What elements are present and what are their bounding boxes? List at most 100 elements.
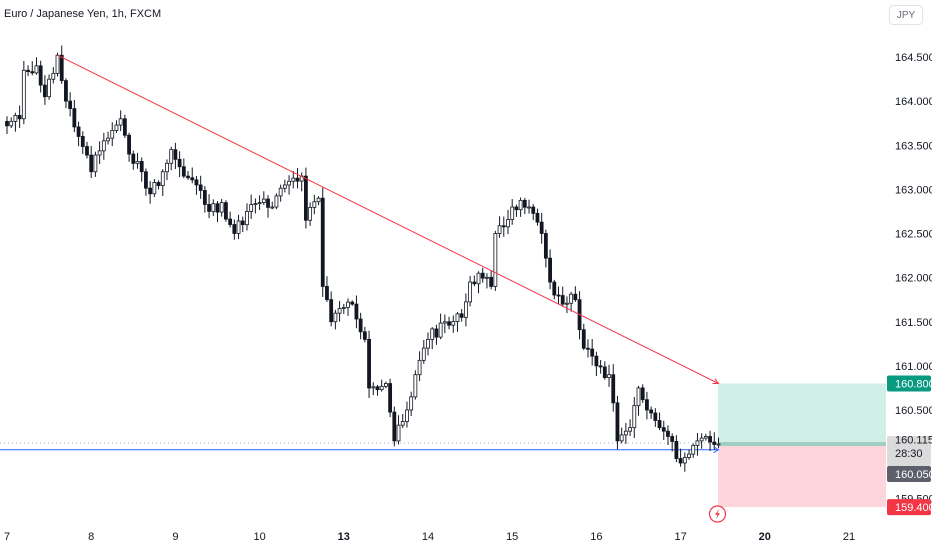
candle <box>156 180 161 190</box>
candle <box>383 381 388 389</box>
target-price-label: 160.800 <box>895 379 932 391</box>
candle <box>106 131 110 145</box>
time-axis[interactable]: 7 8 9 10 13 14 15 16 17 20 21 <box>4 531 855 543</box>
candle <box>85 141 89 159</box>
candle <box>274 193 279 210</box>
support-price-tag: 160.050 <box>887 465 932 482</box>
bar-countdown-label: 28:30 <box>895 448 923 460</box>
time-tick-label: 20 <box>759 531 771 543</box>
candle <box>556 286 561 305</box>
candle <box>257 195 262 210</box>
time-tick-label: 13 <box>338 531 350 543</box>
candle <box>295 168 300 189</box>
candle <box>703 433 708 441</box>
candle <box>531 204 536 221</box>
price-tick-label: 164.000 <box>895 96 932 108</box>
candle <box>270 201 275 210</box>
candle <box>181 158 186 179</box>
candle <box>514 204 519 217</box>
target-zone[interactable] <box>717 383 886 444</box>
candle <box>602 361 607 380</box>
candle <box>358 312 363 340</box>
candle <box>287 175 291 195</box>
candle <box>649 406 654 419</box>
trendline[interactable] <box>57 54 719 384</box>
candle <box>687 449 691 460</box>
candle <box>224 200 228 222</box>
candle <box>691 443 696 458</box>
candle <box>249 194 254 219</box>
candle <box>565 296 569 314</box>
candle <box>371 382 376 396</box>
candle <box>30 61 35 76</box>
candle <box>325 276 329 302</box>
candle <box>76 121 81 147</box>
candle <box>304 167 308 229</box>
candle <box>699 433 704 449</box>
candle <box>362 326 367 343</box>
candle <box>148 181 153 204</box>
candle <box>173 142 178 170</box>
candle <box>522 197 527 215</box>
time-tick-label: 17 <box>674 531 686 543</box>
candle <box>110 122 115 147</box>
candle <box>127 132 131 162</box>
candle <box>5 116 9 134</box>
candle <box>89 145 94 179</box>
candle <box>598 360 603 374</box>
candle <box>367 330 371 398</box>
candle <box>421 339 426 364</box>
candle <box>169 146 174 171</box>
candle <box>101 132 106 160</box>
candle <box>552 279 557 300</box>
candle <box>329 291 334 327</box>
candle <box>451 315 456 333</box>
candle <box>476 271 481 294</box>
candle <box>51 67 56 84</box>
candle <box>337 300 342 322</box>
candle <box>9 117 14 128</box>
candle <box>34 57 39 75</box>
candle <box>485 273 489 289</box>
candle <box>409 391 414 416</box>
symbol-title[interactable]: Euro / Japanese Yen, 1h, FXCM <box>4 8 162 20</box>
candle <box>586 339 590 358</box>
candle <box>527 199 531 214</box>
stop-zone[interactable] <box>717 443 886 508</box>
currency-button[interactable]: JPY <box>889 5 923 25</box>
candle <box>278 184 283 202</box>
candle <box>560 286 565 307</box>
candle <box>375 384 380 396</box>
lightning-icon[interactable] <box>708 505 727 523</box>
candle <box>320 187 325 297</box>
candle <box>198 175 203 199</box>
candle <box>165 159 169 181</box>
candle <box>194 175 199 195</box>
candle <box>17 105 22 128</box>
risk-reward-position[interactable] <box>717 383 886 508</box>
candle <box>346 298 350 316</box>
time-tick-label: 9 <box>172 531 178 543</box>
candle <box>122 114 127 139</box>
candle <box>21 61 26 125</box>
candle <box>670 433 675 452</box>
price-tick-label: 162.500 <box>895 229 932 241</box>
time-tick-label: 21 <box>843 531 855 543</box>
candle <box>228 211 233 228</box>
candle <box>13 112 18 132</box>
candle <box>628 419 632 437</box>
candle <box>139 157 144 182</box>
candle <box>463 293 468 327</box>
candle <box>232 219 237 240</box>
candle <box>459 309 464 322</box>
candle <box>653 408 658 427</box>
time-tick-label: 7 <box>4 531 10 543</box>
candle <box>632 397 637 439</box>
candle <box>219 198 224 217</box>
candle <box>236 214 241 240</box>
candle <box>80 131 85 154</box>
candle <box>607 364 611 387</box>
current-price-label: 160.115 <box>895 434 932 446</box>
candle <box>506 209 510 235</box>
